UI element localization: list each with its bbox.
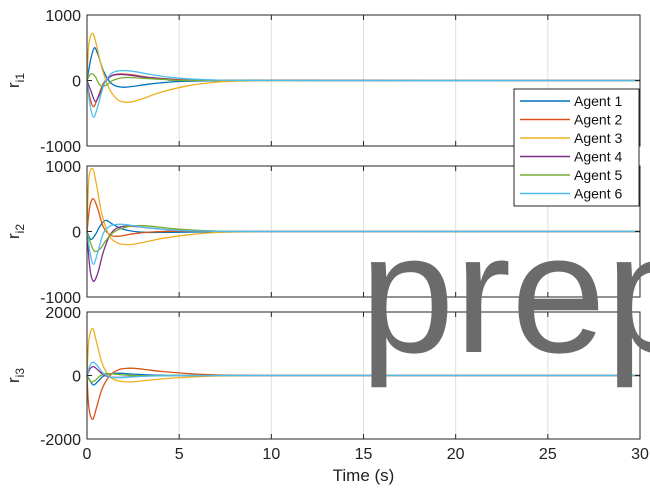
y-tick-label: -1000	[40, 139, 81, 156]
x-axis-label: Time (s)	[333, 466, 395, 485]
subplot-1: -1000 0 1000 ri1	[4, 8, 641, 156]
watermark-text: prep	[360, 199, 650, 389]
y-tick-label: 1000	[45, 8, 81, 25]
series-line-agent-6	[86, 223, 640, 265]
series-line-agent-6	[86, 69, 641, 118]
x-tick-label: 25	[539, 446, 557, 463]
x-tick-label: 10	[262, 446, 280, 463]
x-tick-label: 20	[447, 446, 465, 463]
legend-label-agent-1: Agent 1	[574, 93, 622, 109]
legend-label-agent-4: Agent 4	[574, 149, 622, 165]
y-tick-label: 1000	[45, 159, 81, 176]
y-axis-label: ri2	[4, 224, 27, 239]
legend-box	[513, 88, 640, 207]
x-tick-label: 30	[631, 446, 649, 463]
x-tick-label: 5	[175, 446, 184, 463]
x-tick-label: 0	[83, 446, 92, 463]
y-tick-label: 2000	[45, 305, 81, 322]
y-axis-label: ri1	[4, 73, 27, 88]
legend-label-agent-3: Agent 3	[574, 130, 622, 146]
x-tick-label: 15	[355, 446, 373, 463]
legend-label-agent-5: Agent 5	[574, 167, 622, 183]
y-tick-label: -1000	[40, 290, 81, 307]
y-tick-label: -2000	[40, 432, 81, 449]
series-line-agent-6	[86, 361, 640, 379]
y-tick-label: 0	[72, 369, 81, 386]
legend-label-agent-6: Agent 6	[574, 186, 622, 202]
legend-label-agent-2: Agent 2	[574, 112, 622, 128]
y-axis-label: ri3	[4, 368, 27, 383]
y-tick-label: 0	[72, 225, 81, 242]
y-tick-label: 0	[72, 74, 81, 91]
legend: Agent 1 Agent 2 Agent 3 Agent 4 Agent 5 Agent…	[513, 88, 640, 207]
